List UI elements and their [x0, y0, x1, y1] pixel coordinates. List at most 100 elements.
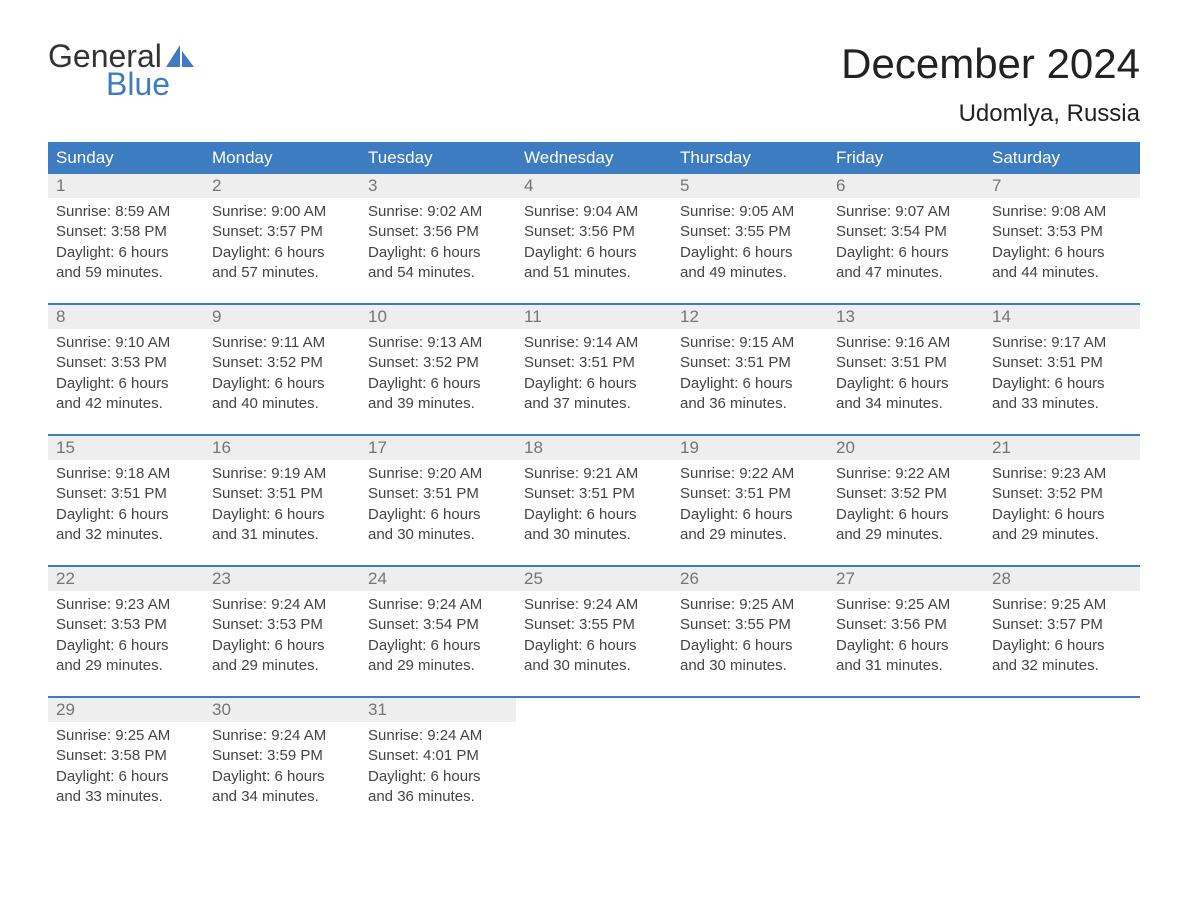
day-number: 15 — [48, 436, 204, 460]
day-daylight1: Daylight: 6 hours — [836, 243, 976, 263]
day-daylight2: and 49 minutes. — [680, 263, 820, 283]
week-row: 22Sunrise: 9:23 AMSunset: 3:53 PMDayligh… — [48, 565, 1140, 682]
day-sunrise: Sunrise: 9:25 AM — [836, 595, 976, 615]
day-cell — [672, 698, 828, 813]
day-daylight2: and 37 minutes. — [524, 394, 664, 414]
day-number: 23 — [204, 567, 360, 591]
day-sunset: Sunset: 3:51 PM — [992, 353, 1132, 373]
day-daylight1: Daylight: 6 hours — [680, 636, 820, 656]
day-daylight1: Daylight: 6 hours — [836, 374, 976, 394]
day-sunrise: Sunrise: 9:25 AM — [56, 726, 196, 746]
weekday-sun: Sunday — [48, 142, 204, 174]
day-cell: 24Sunrise: 9:24 AMSunset: 3:54 PMDayligh… — [360, 567, 516, 682]
day-daylight1: Daylight: 6 hours — [368, 374, 508, 394]
day-cell: 15Sunrise: 9:18 AMSunset: 3:51 PMDayligh… — [48, 436, 204, 551]
day-daylight1: Daylight: 6 hours — [524, 505, 664, 525]
day-number: 28 — [984, 567, 1140, 591]
day-body: Sunrise: 9:14 AMSunset: 3:51 PMDaylight:… — [516, 329, 672, 420]
day-sunset: Sunset: 3:51 PM — [680, 353, 820, 373]
day-sunset: Sunset: 3:52 PM — [992, 484, 1132, 504]
day-sunrise: Sunrise: 9:22 AM — [680, 464, 820, 484]
day-sunset: Sunset: 3:56 PM — [524, 222, 664, 242]
day-daylight2: and 30 minutes. — [524, 656, 664, 676]
day-body: Sunrise: 9:00 AMSunset: 3:57 PMDaylight:… — [204, 198, 360, 289]
day-sunrise: Sunrise: 9:24 AM — [368, 726, 508, 746]
day-cell: 7Sunrise: 9:08 AMSunset: 3:53 PMDaylight… — [984, 174, 1140, 289]
day-cell: 26Sunrise: 9:25 AMSunset: 3:55 PMDayligh… — [672, 567, 828, 682]
day-cell: 22Sunrise: 9:23 AMSunset: 3:53 PMDayligh… — [48, 567, 204, 682]
day-cell: 19Sunrise: 9:22 AMSunset: 3:51 PMDayligh… — [672, 436, 828, 551]
day-sunset: Sunset: 4:01 PM — [368, 746, 508, 766]
day-cell: 8Sunrise: 9:10 AMSunset: 3:53 PMDaylight… — [48, 305, 204, 420]
day-body: Sunrise: 9:13 AMSunset: 3:52 PMDaylight:… — [360, 329, 516, 420]
month-title: December 2024 — [841, 40, 1140, 88]
day-daylight2: and 40 minutes. — [212, 394, 352, 414]
day-sunset: Sunset: 3:52 PM — [212, 353, 352, 373]
day-number: 13 — [828, 305, 984, 329]
day-sunrise: Sunrise: 9:13 AM — [368, 333, 508, 353]
day-sunset: Sunset: 3:51 PM — [368, 484, 508, 504]
weekday-tue: Tuesday — [360, 142, 516, 174]
day-cell — [516, 698, 672, 813]
day-daylight2: and 32 minutes. — [992, 656, 1132, 676]
day-number: 9 — [204, 305, 360, 329]
weekday-thu: Thursday — [672, 142, 828, 174]
day-sunset: Sunset: 3:53 PM — [992, 222, 1132, 242]
header: General Blue December 2024 Udomlya, Russ… — [48, 40, 1140, 128]
day-cell: 23Sunrise: 9:24 AMSunset: 3:53 PMDayligh… — [204, 567, 360, 682]
day-cell: 16Sunrise: 9:19 AMSunset: 3:51 PMDayligh… — [204, 436, 360, 551]
day-sunrise: Sunrise: 9:00 AM — [212, 202, 352, 222]
day-cell: 6Sunrise: 9:07 AMSunset: 3:54 PMDaylight… — [828, 174, 984, 289]
day-number: 3 — [360, 174, 516, 198]
day-cell — [984, 698, 1140, 813]
day-number: 6 — [828, 174, 984, 198]
day-number-empty — [516, 698, 672, 722]
day-cell: 28Sunrise: 9:25 AMSunset: 3:57 PMDayligh… — [984, 567, 1140, 682]
day-number: 25 — [516, 567, 672, 591]
day-cell: 30Sunrise: 9:24 AMSunset: 3:59 PMDayligh… — [204, 698, 360, 813]
day-sunrise: Sunrise: 9:21 AM — [524, 464, 664, 484]
day-daylight2: and 29 minutes. — [680, 525, 820, 545]
day-cell: 31Sunrise: 9:24 AMSunset: 4:01 PMDayligh… — [360, 698, 516, 813]
day-sunset: Sunset: 3:58 PM — [56, 222, 196, 242]
day-number: 4 — [516, 174, 672, 198]
day-number: 27 — [828, 567, 984, 591]
day-cell: 18Sunrise: 9:21 AMSunset: 3:51 PMDayligh… — [516, 436, 672, 551]
day-number: 8 — [48, 305, 204, 329]
day-daylight1: Daylight: 6 hours — [680, 505, 820, 525]
logo-text-blue: Blue — [106, 68, 194, 100]
day-number-empty — [984, 698, 1140, 722]
day-daylight2: and 29 minutes. — [836, 525, 976, 545]
day-number: 18 — [516, 436, 672, 460]
day-daylight1: Daylight: 6 hours — [56, 505, 196, 525]
day-number: 5 — [672, 174, 828, 198]
day-number-empty — [672, 698, 828, 722]
day-cell: 20Sunrise: 9:22 AMSunset: 3:52 PMDayligh… — [828, 436, 984, 551]
day-daylight1: Daylight: 6 hours — [680, 374, 820, 394]
day-sunrise: Sunrise: 9:15 AM — [680, 333, 820, 353]
day-daylight1: Daylight: 6 hours — [524, 374, 664, 394]
day-cell: 12Sunrise: 9:15 AMSunset: 3:51 PMDayligh… — [672, 305, 828, 420]
day-daylight1: Daylight: 6 hours — [212, 767, 352, 787]
day-daylight1: Daylight: 6 hours — [680, 243, 820, 263]
day-daylight2: and 29 minutes. — [212, 656, 352, 676]
day-daylight2: and 57 minutes. — [212, 263, 352, 283]
day-body: Sunrise: 9:21 AMSunset: 3:51 PMDaylight:… — [516, 460, 672, 551]
day-sunset: Sunset: 3:55 PM — [680, 222, 820, 242]
day-daylight2: and 30 minutes. — [680, 656, 820, 676]
day-sunrise: Sunrise: 9:18 AM — [56, 464, 196, 484]
day-number: 7 — [984, 174, 1140, 198]
day-cell: 21Sunrise: 9:23 AMSunset: 3:52 PMDayligh… — [984, 436, 1140, 551]
day-sunset: Sunset: 3:53 PM — [56, 615, 196, 635]
day-sunrise: Sunrise: 9:25 AM — [680, 595, 820, 615]
day-cell: 29Sunrise: 9:25 AMSunset: 3:58 PMDayligh… — [48, 698, 204, 813]
logo: General Blue — [48, 40, 194, 100]
day-daylight1: Daylight: 6 hours — [56, 374, 196, 394]
day-daylight2: and 36 minutes. — [368, 787, 508, 807]
weekday-mon: Monday — [204, 142, 360, 174]
day-body: Sunrise: 9:02 AMSunset: 3:56 PMDaylight:… — [360, 198, 516, 289]
day-daylight1: Daylight: 6 hours — [836, 505, 976, 525]
title-block: December 2024 Udomlya, Russia — [841, 40, 1140, 128]
week-row: 8Sunrise: 9:10 AMSunset: 3:53 PMDaylight… — [48, 303, 1140, 420]
day-sunset: Sunset: 3:51 PM — [836, 353, 976, 373]
